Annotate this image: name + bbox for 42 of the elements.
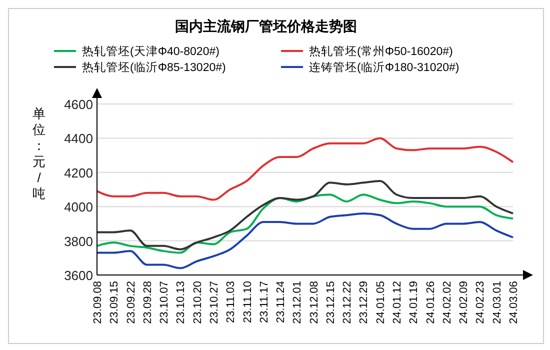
legend-label: 热轧管坯(常州Φ50-16020#) <box>309 45 453 58</box>
y-tick-label: 3600 <box>64 268 93 283</box>
x-tick-label: 24.03.01 <box>491 281 504 324</box>
x-tick-label: 24.01.12 <box>392 281 404 324</box>
x-tick-label: 23.10.20 <box>192 281 204 324</box>
x-tick-label: 23.10.07 <box>158 281 171 324</box>
x-tick-label: 23.09.22 <box>125 281 138 324</box>
line-series <box>96 137 514 201</box>
x-tick-label: 24.02.23 <box>474 281 487 324</box>
x-tick-label: 24.01.19 <box>408 281 420 324</box>
x-tick-label: 23.11.10 <box>242 281 254 324</box>
x-tick-label: 23.09.08 <box>92 281 104 324</box>
x-tick-label: 23.11.03 <box>225 281 238 324</box>
line-series <box>96 180 514 250</box>
y-tick-label: 4600 <box>64 97 93 112</box>
y-axis-title: 单位：元/吨 <box>32 106 46 201</box>
x-tick-label: 24.02.02 <box>441 281 454 324</box>
x-tick-label: 23.11.17 <box>258 281 270 324</box>
legend-label: 热轧管坯(临沂Φ85-13020#) <box>82 61 226 74</box>
line-series <box>96 194 514 254</box>
y-tick-label: 3800 <box>64 234 93 249</box>
y-tick-label: 4000 <box>64 200 93 215</box>
x-tick-label: 24.03.06 <box>508 281 520 324</box>
x-tick-label: 23.12.15 <box>324 281 337 324</box>
x-tick-label: 24.01.05 <box>374 281 387 324</box>
legend-label: 连铸管坯(临沂Φ180-31020#) <box>309 61 460 74</box>
x-tick-label: 23.12.01 <box>292 281 304 324</box>
x-tick-label: 23.10.13 <box>175 281 188 324</box>
chart-title: 国内主流钢厂管坯价格走势图 <box>175 18 357 34</box>
x-tick-label: 23.09.15 <box>108 281 121 324</box>
x-tick-label: 24.02.09 <box>458 281 470 324</box>
x-tick-label: 23.12.29 <box>358 281 370 324</box>
x-tick-label: 23.11.24 <box>275 281 288 324</box>
x-tick-label: 23.10.27 <box>208 281 220 324</box>
x-tick-label: 23.12.08 <box>308 281 320 324</box>
line-series <box>96 212 514 270</box>
y-tick-label: 4400 <box>64 131 93 146</box>
legend-label: 热轧管坯(天津Φ40-8020#) <box>82 45 220 58</box>
x-tick-label: 23.09.28 <box>142 281 154 324</box>
x-tick-label: 23.12.22 <box>342 281 354 324</box>
x-tick-label: 24.01.26 <box>424 281 437 324</box>
y-tick-label: 4200 <box>64 165 93 180</box>
